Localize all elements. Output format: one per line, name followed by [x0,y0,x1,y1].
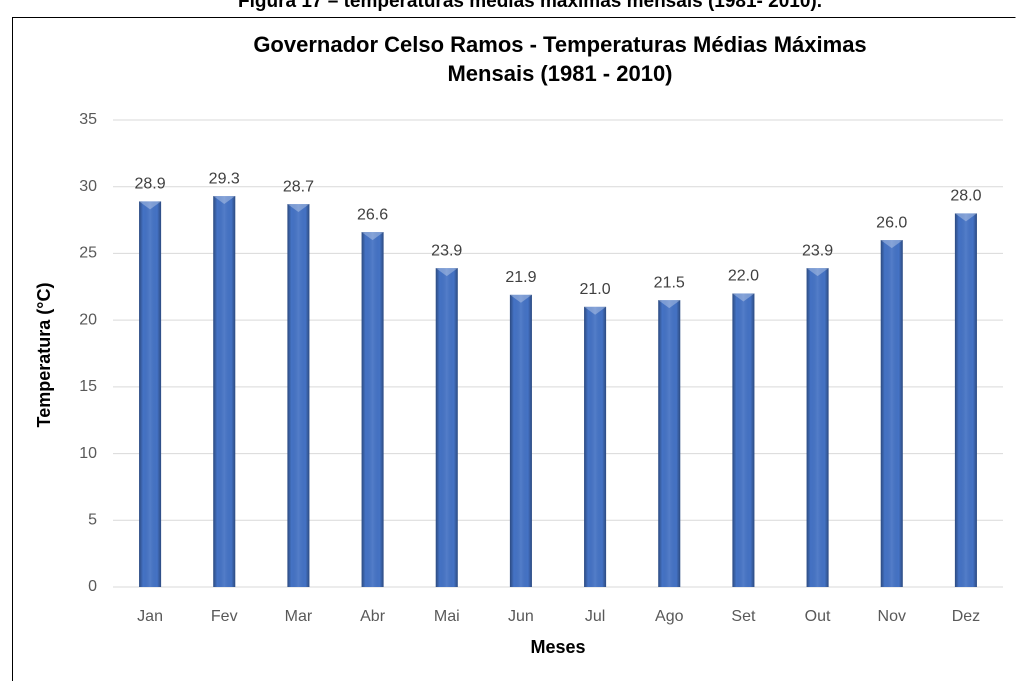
value-label: 26.6 [357,206,388,223]
bar-shade [287,204,310,587]
value-label: 22.0 [728,268,759,285]
x-tick-label: Nov [878,608,906,625]
x-tick-label: Mai [434,608,460,625]
bar-shade [732,293,755,587]
bar-bevel [658,300,681,309]
value-label: 29.3 [209,170,240,187]
x-tick-label: Ago [655,608,684,625]
x-tick-label: Out [805,608,831,625]
bar-shade [435,268,458,587]
bar-bevel [954,213,977,222]
x-tick-label: Jan [137,608,163,625]
x-tick-label: Jul [585,608,605,625]
x-tick-label: Dez [952,608,980,625]
bar-bevel [880,240,903,249]
y-tick-label: 25 [79,245,97,262]
value-label: 21.9 [505,269,536,286]
bar-shade [806,268,829,587]
bar-shade [213,196,236,587]
bar-bevel [732,293,755,302]
value-label: 23.9 [802,242,833,259]
bar-shade [361,232,384,587]
bar-shade [584,306,607,587]
bar-shade [658,300,681,587]
value-label: 21.0 [580,281,611,298]
figure-caption: Figura 17 – temperaturas médias máximas … [238,0,822,12]
x-tick-label: Abr [360,608,386,625]
chart-title: Mensais (1981 - 2010) [447,61,672,86]
chart-frame [12,17,1016,681]
bar-bevel [361,232,384,241]
bar-shade [880,240,903,588]
value-label: 26.0 [876,214,907,231]
y-tick-label: 10 [79,445,97,462]
y-tick-label: 15 [79,378,97,395]
x-axis-label: Meses [530,637,585,657]
x-tick-label: Jun [508,608,534,625]
bar-shade [954,213,977,587]
value-label: 28.9 [135,176,166,193]
value-label: 23.9 [431,242,462,259]
bar-bevel [435,268,458,277]
value-label: 28.7 [283,178,314,195]
y-tick-label: 20 [79,311,97,328]
bar-bevel [584,306,607,315]
bar-bevel [139,201,162,210]
bar-shade [509,294,532,587]
x-tick-label: Mar [285,608,313,625]
y-tick-label: 30 [79,178,97,195]
x-tick-label: Fev [211,608,238,625]
value-label: 28.0 [950,188,981,205]
y-tick-label: 5 [88,512,97,529]
value-label: 21.5 [654,274,685,291]
x-tick-label: Set [731,608,756,625]
bar-bevel [213,196,236,205]
y-axis-label: Temperatura (°C) [34,283,54,428]
chart-title: Governador Celso Ramos - Temperaturas Mé… [253,32,866,57]
bar-shade [139,201,162,588]
y-tick-label: 0 [88,578,97,595]
bar-bevel [806,268,829,277]
y-tick-label: 35 [79,111,97,128]
bar-bevel [287,204,310,213]
bar-bevel [509,294,532,303]
